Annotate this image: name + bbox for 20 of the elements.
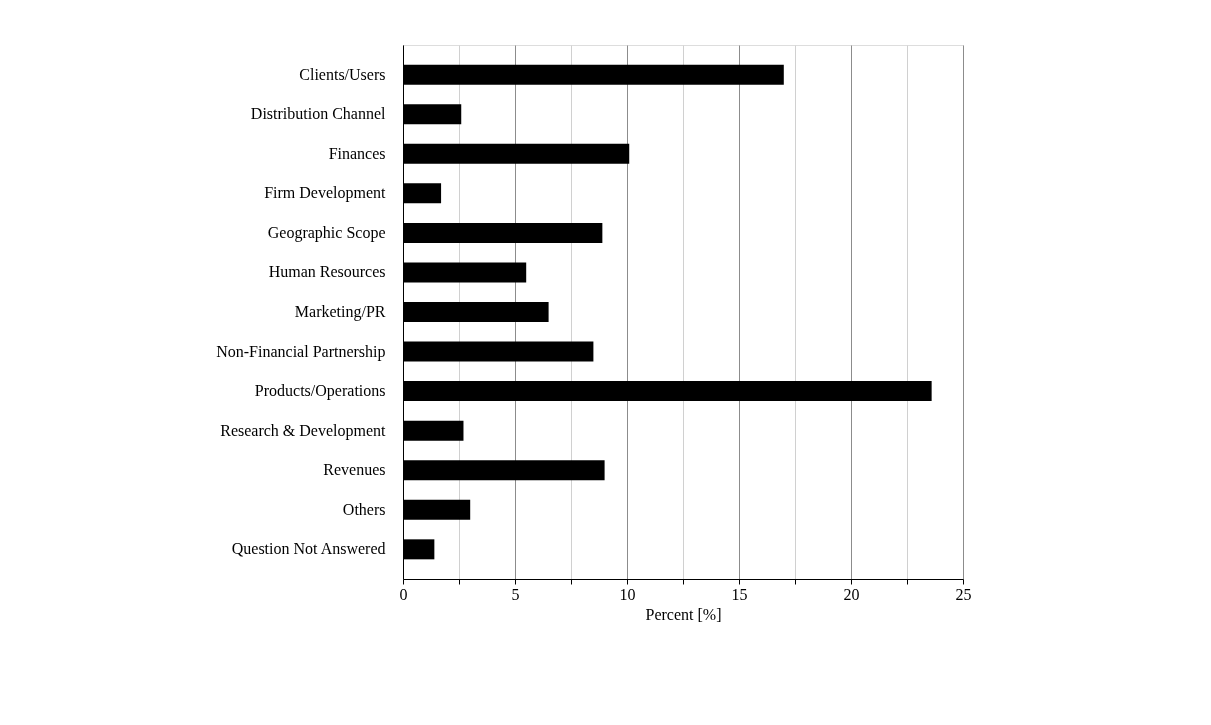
x-tick-label: 5 <box>511 585 520 603</box>
x-tick-label: 20 <box>843 585 860 603</box>
y-tick-label: Question Not Answered <box>231 540 386 558</box>
y-tick-label: Non-Financial Partnership <box>216 342 386 361</box>
x-tick-label: 0 <box>399 585 408 603</box>
y-tick-label: Research & Development <box>220 421 387 440</box>
y-tick-label: Finances <box>328 144 386 162</box>
y-tick-label: Revenues <box>323 461 386 479</box>
y-tick-label: Marketing/PR <box>294 303 386 321</box>
y-tick-label: Distribution Channel <box>250 105 387 123</box>
y-tick-label: Products/Operations <box>254 382 386 401</box>
y-tick-label: Firm Development <box>264 184 387 203</box>
y-tick-label: Geographic Scope <box>267 223 386 242</box>
y-tick-label: Clients/Users <box>299 65 386 83</box>
x-axis-title: Percent [%] <box>645 605 722 623</box>
x-tick-label: 15 <box>731 585 748 603</box>
x-tick-label: 10 <box>619 585 636 603</box>
y-tick-label: Others <box>342 500 386 518</box>
y-tick-label: Human Resources <box>268 263 386 281</box>
x-tick-label: 25 <box>955 585 972 603</box>
